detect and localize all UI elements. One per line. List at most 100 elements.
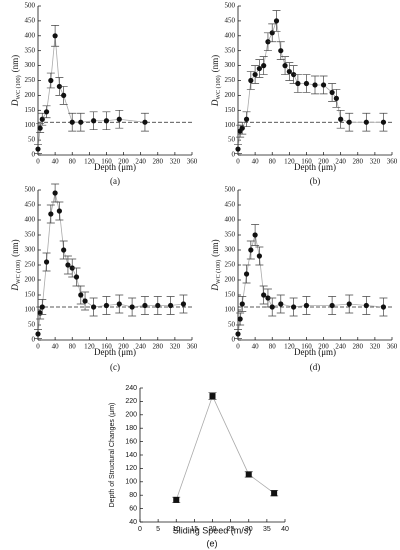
y-tick-label: 350 xyxy=(225,231,236,239)
y-tick-label: 100 xyxy=(25,121,36,129)
caption: (b) xyxy=(310,176,321,186)
point xyxy=(155,302,161,309)
point xyxy=(61,247,67,253)
y-tick-label: 500 xyxy=(225,186,236,194)
x-tick-label: 280 xyxy=(153,343,164,351)
y-label-unit: (nm) xyxy=(210,55,220,73)
point xyxy=(245,471,252,478)
point xyxy=(35,146,41,152)
point xyxy=(346,119,352,125)
x-tick-label: 200 xyxy=(318,158,329,166)
x-tick-label: 0 xyxy=(236,158,240,166)
point xyxy=(273,18,280,24)
y-tick-label: 500 xyxy=(225,2,236,10)
point xyxy=(103,118,110,124)
x-tick-label: 40 xyxy=(281,526,289,533)
y-axis-label: DWC (100) (nm) xyxy=(10,239,22,291)
y-tick-label: 250 xyxy=(225,261,236,269)
x-tick-label: 40 xyxy=(52,343,60,351)
x-tick-label: 160 xyxy=(301,343,312,351)
point xyxy=(363,302,369,309)
point xyxy=(65,262,71,268)
y-label-unit: (nm) xyxy=(210,239,220,257)
x-axis-label: Depth (μm) xyxy=(94,162,136,172)
y-tick-label: 100 xyxy=(225,121,236,129)
y-tick-label: 400 xyxy=(225,216,236,224)
point xyxy=(286,68,292,75)
y-tick-label: 300 xyxy=(25,61,36,69)
x-tick-label: 160 xyxy=(301,158,312,166)
x-tick-label: 320 xyxy=(370,158,381,166)
point xyxy=(380,304,387,310)
y-tick-label: 120 xyxy=(125,465,137,472)
point xyxy=(271,490,278,497)
x-tick-label: 120 xyxy=(284,343,295,351)
point xyxy=(248,247,254,253)
panel: 40 60 80 100 120 140 160 180 200 220 240 0 5 10 15 20 25… xyxy=(109,385,289,549)
x-tick-label: 120 xyxy=(84,158,95,166)
y-tick-label: 350 xyxy=(25,46,36,54)
y-tick-label: 40 xyxy=(129,519,137,526)
y-tick-label: 150 xyxy=(225,106,236,114)
x-tick-label: 360 xyxy=(387,343,398,351)
point xyxy=(261,292,267,298)
trend-line xyxy=(237,234,384,335)
x-tick-label: 200 xyxy=(318,343,329,351)
y-tick-label: 50 xyxy=(228,136,236,144)
point xyxy=(56,83,62,90)
y-tick-label: 400 xyxy=(25,31,36,39)
x-tick-label: 200 xyxy=(118,158,129,166)
x-axis-label: Depth (μm) xyxy=(94,347,136,357)
trend-line xyxy=(37,35,145,150)
point xyxy=(37,125,43,131)
point xyxy=(56,208,62,214)
x-tick-label: 80 xyxy=(69,343,77,351)
trend-line xyxy=(175,394,275,501)
y-axis-label: DWC (100) (nm) xyxy=(210,239,222,291)
y-tick-label: 350 xyxy=(25,231,36,239)
point xyxy=(69,265,75,271)
x-tick-label: 80 xyxy=(69,158,77,166)
x-tick-label: 25 xyxy=(227,526,235,533)
point xyxy=(269,304,275,310)
point xyxy=(256,253,262,259)
point xyxy=(116,116,122,122)
point xyxy=(61,92,67,98)
x-tick-label: 10 xyxy=(172,526,180,533)
x-tick-label: 0 xyxy=(138,526,142,533)
panel: 0 50 100 150 200 250 300 350 400 450 500 0 40 80 120 16… xyxy=(210,186,398,372)
x-tick-label: 120 xyxy=(84,343,95,351)
x-axis-label: Sliding Speed (m/s) xyxy=(173,525,252,535)
y-tick-label: 200 xyxy=(225,91,236,99)
point xyxy=(252,232,258,238)
y-tick-label: 500 xyxy=(25,2,36,10)
caption: (a) xyxy=(110,176,120,186)
point xyxy=(278,48,284,54)
point xyxy=(338,116,344,122)
point xyxy=(333,95,339,101)
point xyxy=(129,304,135,310)
point xyxy=(312,82,318,88)
point xyxy=(69,119,75,125)
y-tick-label: 300 xyxy=(25,246,36,254)
point xyxy=(248,77,254,84)
point xyxy=(252,71,258,78)
point xyxy=(91,304,97,310)
point xyxy=(43,109,50,115)
y-tick-label: 140 xyxy=(125,452,137,459)
x-tick-label: 35 xyxy=(263,526,271,533)
point xyxy=(243,271,250,277)
x-axis-label: Depth (μm) xyxy=(294,162,336,172)
y-tick-label: 450 xyxy=(25,17,36,25)
x-tick-label: 280 xyxy=(353,158,364,166)
point xyxy=(380,119,387,125)
y-label-sub: WC (100) xyxy=(215,75,222,99)
y-tick-label: 200 xyxy=(225,276,236,284)
point xyxy=(363,119,369,125)
x-tick-label: 40 xyxy=(52,158,60,166)
point xyxy=(209,393,216,400)
x-tick-label: 40 xyxy=(252,158,260,166)
x-tick-label: 20 xyxy=(209,526,217,533)
x-tick-label: 40 xyxy=(252,343,260,351)
